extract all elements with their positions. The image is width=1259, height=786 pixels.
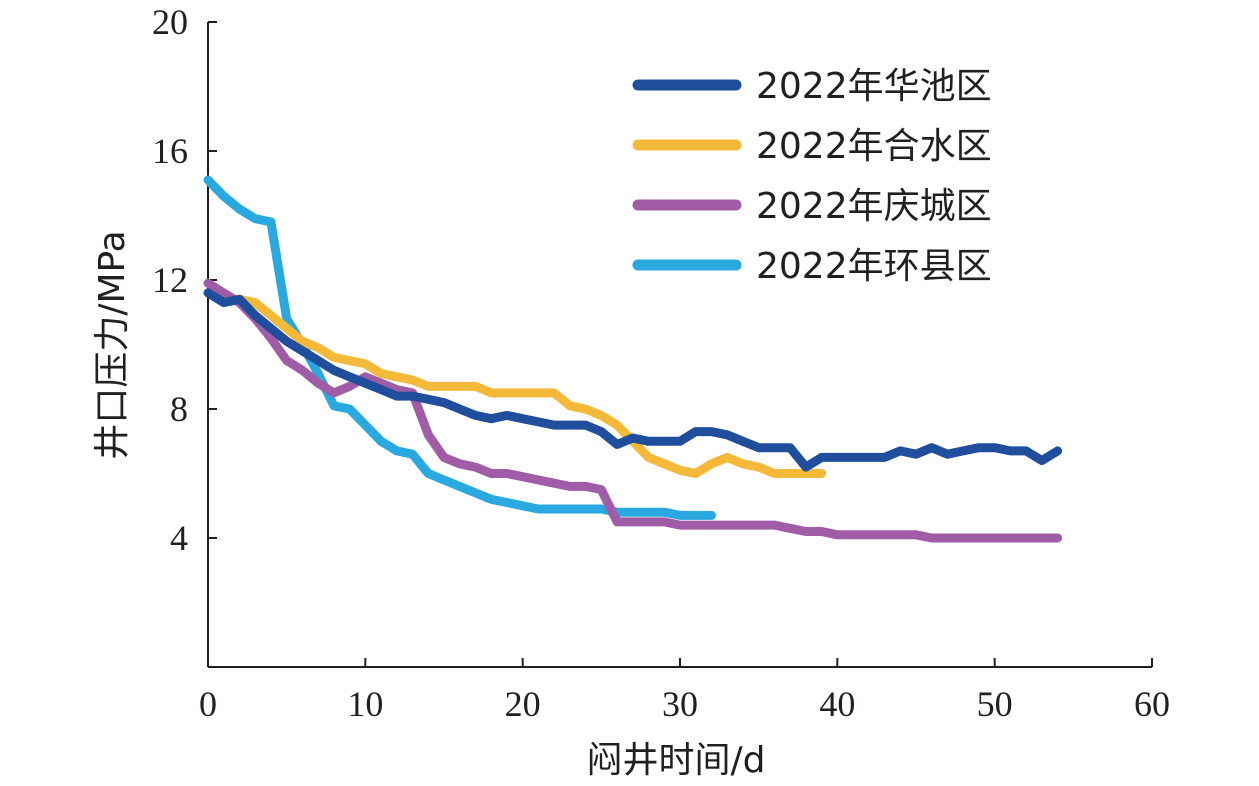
series-line-2 [235, 294, 827, 478]
y-tick-label: 16 [152, 131, 188, 171]
axes [207, 22, 1152, 668]
series-group [203, 175, 1063, 543]
legend-label: 2022年合水区 [756, 126, 992, 167]
series-line-1 [203, 288, 1063, 472]
ticks: 0 10 20 30 40 50 60 4 8 12 16 20 [152, 2, 1170, 724]
x-tick-label: 40 [819, 684, 855, 724]
y-tick-label: 12 [152, 260, 188, 300]
y-tick-label: 20 [152, 2, 188, 42]
y-axis-title: 井口压力/MPa [92, 230, 133, 459]
x-tick-label: 30 [662, 684, 698, 724]
legend-label: 2022年华池区 [756, 66, 992, 107]
x-tick-label: 10 [347, 684, 383, 724]
series-line-3 [203, 278, 1063, 543]
x-tick-label: 0 [199, 684, 217, 724]
legend-label: 2022年庆城区 [756, 186, 992, 227]
legend-label: 2022年环县区 [756, 246, 992, 287]
x-tick-label: 20 [505, 684, 541, 724]
x-tick-label: 60 [1134, 684, 1170, 724]
x-axis-title: 闷井时间/d [587, 740, 766, 781]
y-tick-label: 4 [170, 518, 188, 558]
y-tick-label: 8 [170, 389, 188, 429]
legend: 2022年华池区 2022年合水区 2022年庆城区 2022年环县区 [632, 66, 992, 287]
x-tick-label: 50 [977, 684, 1013, 724]
